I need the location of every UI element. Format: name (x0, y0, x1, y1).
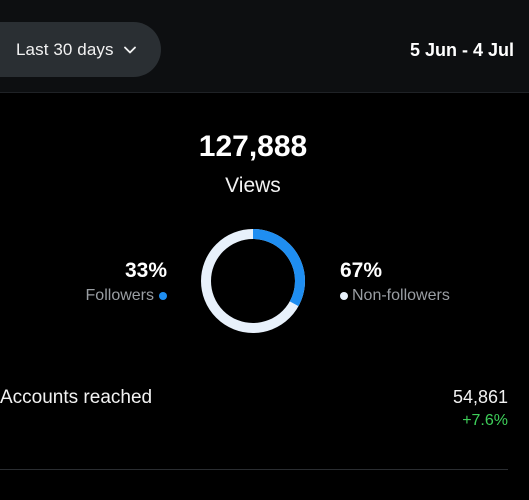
followers-label: Followers (85, 287, 154, 304)
accounts-reached-change: +7.6% (462, 412, 508, 429)
date-range-selector-label: Last 30 days (16, 39, 114, 59)
non-followers-legend: Non-followers (340, 287, 450, 305)
accounts-reached-label: Accounts reached (0, 387, 153, 408)
chevron-down-icon (123, 46, 136, 53)
insights-header: Last 30 days 5 Jun - 4 Jul (0, 0, 529, 93)
accounts-reached-value: 54,861 (452, 387, 508, 407)
followers-percent: 33% (124, 259, 167, 282)
date-range-selector[interactable]: Last 30 days (0, 22, 161, 77)
divider (0, 469, 508, 470)
date-range-text: 5 Jun - 4 Jul (409, 40, 514, 60)
views-label: Views (225, 174, 281, 197)
non-followers-label: Non-followers (352, 287, 450, 304)
followers-arc (201, 229, 305, 333)
non-followers-percent: 67% (340, 259, 383, 282)
views-donut-chart (201, 229, 305, 333)
views-total: 127,888 (198, 130, 308, 163)
followers-legend: Followers (86, 287, 167, 305)
followers-dot-icon (159, 292, 167, 300)
non-followers-dot-icon (340, 292, 348, 300)
